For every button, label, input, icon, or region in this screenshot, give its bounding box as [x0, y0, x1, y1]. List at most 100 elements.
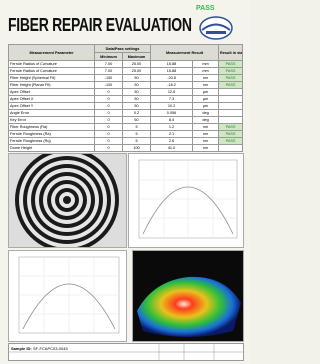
result-cell: 15.88 — [151, 61, 193, 68]
profile-plot — [128, 153, 244, 248]
status-cell — [219, 110, 243, 117]
result-cell: 12.6 — [151, 89, 193, 96]
max-cell: 5 — [123, 124, 151, 131]
status-cell — [219, 117, 243, 124]
parameter-cell: Ferrule Radius of Curvature — [9, 61, 95, 68]
parameter-cell: Fiber Height (Planar Fit) — [9, 82, 95, 89]
min-cell: 0 — [95, 124, 123, 131]
status-cell: PASS — [219, 138, 243, 145]
unit-cell: nm — [193, 145, 219, 152]
header-cell: Maximum — [123, 53, 151, 61]
min-cell: 7.00 — [95, 61, 123, 68]
parameter-cell: Ferrule Roughness (Ra) — [9, 131, 95, 138]
max-cell: 50 — [123, 82, 151, 89]
min-cell: 0 — [95, 131, 123, 138]
footer-grid — [9, 344, 243, 360]
min-cell: 7.00 — [95, 68, 123, 75]
table-row: Dome Height010041.0nm — [9, 145, 243, 152]
result-cell: 10.2 — [151, 103, 193, 110]
max-cell: 25.00 — [123, 61, 151, 68]
parameter-cell: Angle Error — [9, 110, 95, 117]
interferogram — [8, 153, 127, 248]
result-cell: 8.4 — [151, 117, 193, 124]
header-cell: Data/Pass settings — [95, 45, 151, 53]
unit-cell: µm — [193, 89, 219, 96]
status-cell — [219, 145, 243, 152]
status-cell: PASS — [219, 61, 243, 68]
parameter-cell: Ferrule Roughness (Rq) — [9, 138, 95, 145]
unit-cell: µm — [193, 96, 219, 103]
surface-3d — [132, 250, 244, 342]
max-cell: 50 — [123, 89, 151, 96]
parameter-cell: Apex Offset X — [9, 96, 95, 103]
overall-status: PASS — [196, 5, 215, 12]
unit-cell: µm — [193, 103, 219, 110]
parameter-cell: Fiber Height (Spherical Fit) — [9, 75, 95, 82]
status-cell: PASS — [219, 75, 243, 82]
status-cell: PASS — [219, 82, 243, 89]
unit-cell: nm — [193, 131, 219, 138]
result-cell: 0.056 — [151, 110, 193, 117]
fringe — [63, 196, 71, 204]
result-cell: 7.3 — [151, 96, 193, 103]
result-cell: -20.8 — [151, 75, 193, 82]
max-cell: 50 — [123, 75, 151, 82]
header-cell: Minimum — [95, 53, 123, 61]
max-cell: 50 — [123, 103, 151, 110]
min-cell: -100 — [95, 75, 123, 82]
status-cell — [219, 103, 243, 110]
status-cell — [219, 96, 243, 103]
min-cell: 0 — [95, 145, 123, 152]
unit-cell: deg — [193, 117, 219, 124]
unit-cell: deg — [193, 110, 219, 117]
header-cell: Result in status — [219, 45, 243, 61]
result-cell: -18.2 — [151, 82, 193, 89]
max-cell: 25.00 — [123, 68, 151, 75]
parameter-cell: Apex Offset — [9, 89, 95, 96]
max-cell: 5 — [123, 131, 151, 138]
profile-plot — [8, 250, 127, 342]
max-cell: 5 — [123, 138, 151, 145]
max-cell: 100 — [123, 145, 151, 152]
max-cell: 0.2 — [123, 110, 151, 117]
min-cell: 0 — [95, 103, 123, 110]
result-cell: 2.6 — [151, 138, 193, 145]
result-cell: 1.2 — [151, 124, 193, 131]
unit-cell: nm — [193, 82, 219, 89]
parameter-cell: Key Error — [9, 117, 95, 124]
status-cell — [219, 89, 243, 96]
header-cell: Measurement Parameter — [9, 45, 95, 61]
result-cell: 41.0 — [151, 145, 193, 152]
max-cell: 50 — [123, 117, 151, 124]
status-cell: PASS — [219, 68, 243, 75]
parameter-cell: Dome Height — [9, 145, 95, 152]
parameter-cell: Fiber Roughness (Ra) — [9, 124, 95, 131]
logo — [196, 15, 236, 41]
min-cell: 0 — [95, 110, 123, 117]
min-cell: 0 — [95, 117, 123, 124]
parameter-cell: Apex Offset Y — [9, 103, 95, 110]
min-cell: -100 — [95, 82, 123, 89]
min-cell: 0 — [95, 89, 123, 96]
min-cell: 0 — [95, 96, 123, 103]
parameter-cell: Ferrule Radius of Curvature — [9, 68, 95, 75]
result-cell: 2.1 — [151, 131, 193, 138]
unit-cell: nm — [193, 138, 219, 145]
unit-cell: mm — [193, 68, 219, 75]
max-cell: 50 — [123, 96, 151, 103]
unit-cell: nm — [193, 124, 219, 131]
unit-cell: nm — [193, 75, 219, 82]
report-title: FIBER REPAIR EVALUATION — [8, 14, 192, 35]
status-cell: PASS — [219, 131, 243, 138]
